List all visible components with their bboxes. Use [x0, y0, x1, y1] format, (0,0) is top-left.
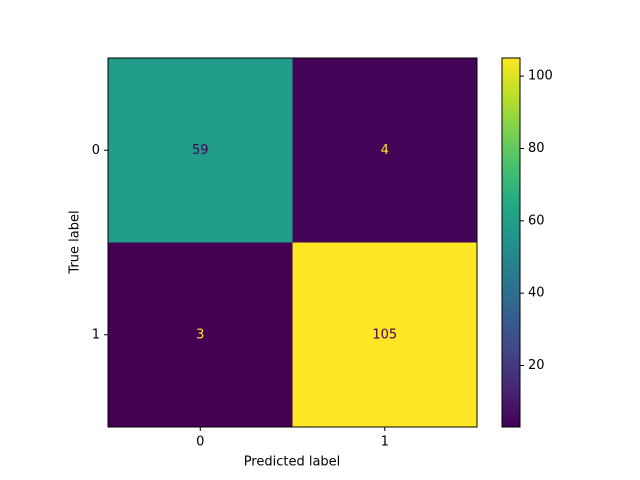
- cell-label: 4: [381, 143, 389, 158]
- colorbar-tick-label: 100: [528, 69, 553, 84]
- heatmap-cell: [292, 242, 478, 428]
- x-tick-label: 0: [196, 435, 204, 450]
- heatmap-cell: [108, 242, 293, 428]
- plot-frame: [107, 57, 478, 428]
- y-tick-label: 1: [92, 327, 100, 342]
- colorbar-tick-label: 40: [528, 286, 545, 301]
- y-tick-label: 0: [92, 143, 100, 158]
- colorbar-tick-label: 60: [528, 213, 545, 228]
- colorbar-tick-label: 20: [528, 358, 545, 373]
- cell-label: 105: [372, 327, 397, 342]
- cell-label: 59: [192, 143, 209, 158]
- y-axis-label: True label: [68, 210, 83, 274]
- x-tick-label: 1: [381, 435, 389, 450]
- cell-label: 3: [196, 327, 204, 342]
- x-axis-label: Predicted label: [244, 455, 341, 470]
- colorbar: [501, 57, 521, 428]
- colorbar-tick-label: 80: [528, 141, 545, 156]
- heatmap-cell: [108, 58, 293, 243]
- heatmap-cell: [292, 58, 478, 243]
